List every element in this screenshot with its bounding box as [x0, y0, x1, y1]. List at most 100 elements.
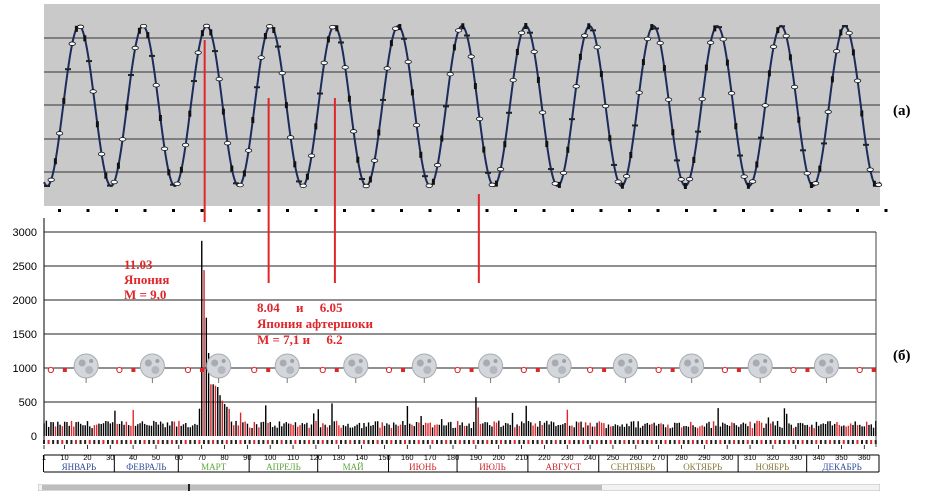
bar: [102, 423, 105, 436]
bar: [388, 424, 390, 436]
panel-a-marker: [548, 168, 554, 171]
baseline-marker: [394, 440, 397, 444]
bar: [73, 426, 75, 436]
panel-a-marker: [95, 121, 99, 128]
panel-a-marker: [473, 83, 477, 90]
moon-crater: [763, 359, 768, 363]
panel-a-marker: [527, 31, 533, 34]
panel-a-marker: [209, 29, 213, 36]
baseline-marker: [193, 440, 196, 444]
panel-a-marker: [727, 91, 736, 96]
bar: [557, 425, 559, 436]
panel-a-marker: [467, 54, 475, 59]
baseline-marker: [353, 440, 356, 444]
bar: [189, 427, 192, 436]
panel-a-marker: [161, 146, 169, 151]
baseline-marker: [43, 440, 45, 444]
baseline-marker: [344, 440, 347, 444]
bar: [813, 428, 815, 436]
panel-a-marker: [622, 174, 631, 179]
panel-a-marker: [179, 166, 183, 173]
baseline-marker: [125, 440, 128, 444]
baseline-marker: [47, 440, 50, 444]
panel-a-marker: [790, 84, 799, 90]
panel-a-marker: [685, 176, 694, 182]
moon-crater: [151, 366, 160, 374]
baseline-marker: [239, 440, 242, 444]
moon-crater: [358, 359, 363, 363]
bar: [802, 423, 804, 436]
x-tick-label: 300: [721, 453, 734, 462]
baseline-marker: [175, 440, 178, 444]
bar: [212, 384, 214, 436]
bar: [315, 420, 317, 436]
horizontal-scrollbar[interactable]: [38, 484, 880, 491]
bar: [648, 424, 651, 436]
panel-a-marker: [506, 111, 512, 114]
baseline-marker: [221, 440, 224, 444]
panel-a-marker: [863, 143, 869, 146]
bar: [653, 422, 655, 436]
bar: [699, 426, 701, 436]
annotation-main-date: 11.03: [124, 257, 153, 272]
panel-label-a: (а): [893, 103, 911, 119]
moon-crater: [211, 359, 219, 367]
bar: [310, 424, 313, 436]
baseline-marker: [714, 440, 717, 444]
bar: [594, 426, 596, 436]
annotation-aftershock-magnitudes: M = 7,1 и 6.2: [257, 332, 343, 347]
panel-a-marker: [230, 165, 234, 172]
panel-a-marker: [44, 184, 50, 187]
baseline-marker: [426, 440, 429, 444]
bar: [772, 421, 774, 436]
baseline-marker: [527, 440, 530, 444]
bar: [301, 423, 303, 436]
panel-b: 0 500 1000 1500 2000 2500 3000 ЯНВАРЬ ФЕВРАЛЬ МАР…: [13, 218, 880, 473]
bar: [431, 427, 434, 436]
bar: [495, 422, 498, 436]
full-moon-icon: [478, 353, 504, 383]
x-tick-label: 330: [789, 453, 802, 462]
moon-crater: [829, 359, 834, 363]
panel-a-marker: [872, 180, 876, 187]
baseline-marker: [390, 440, 393, 444]
panel-a-tick: [400, 209, 403, 212]
bar: [600, 422, 603, 436]
baseline-marker: [138, 440, 141, 444]
bar: [198, 408, 201, 436]
panel-a-marker: [137, 27, 141, 34]
bar: [479, 423, 482, 436]
bar: [86, 421, 89, 436]
moon-disc: [679, 353, 705, 379]
moon-crater: [427, 359, 432, 363]
bar: [541, 425, 543, 436]
new-moon-icon: [385, 366, 393, 374]
panel-a-marker: [349, 129, 358, 134]
baseline-marker: [536, 440, 539, 444]
scrollbar-thumb[interactable]: [42, 485, 602, 490]
bar: [290, 423, 292, 436]
bar: [278, 421, 281, 436]
panel-a-marker: [719, 37, 727, 42]
baseline-marker: [202, 440, 205, 444]
bar: [843, 425, 845, 436]
baseline-marker: [216, 440, 219, 444]
moon-disc: [612, 353, 638, 379]
bar: [827, 421, 829, 436]
bar: [754, 423, 756, 436]
baseline-marker: [563, 440, 566, 444]
bar: [57, 421, 59, 436]
bar: [345, 426, 347, 436]
bar: [747, 426, 749, 436]
panel-a-marker: [398, 24, 402, 31]
baseline-marker: [545, 440, 548, 444]
bar: [239, 412, 242, 436]
x-tick-label: 220: [538, 453, 551, 462]
panel-a: [43, 4, 888, 212]
x-tick-label: 240: [584, 453, 597, 462]
baseline-marker: [641, 440, 644, 444]
baseline-marker: [385, 440, 388, 444]
bar: [838, 424, 840, 436]
panel-a-marker: [98, 151, 106, 157]
